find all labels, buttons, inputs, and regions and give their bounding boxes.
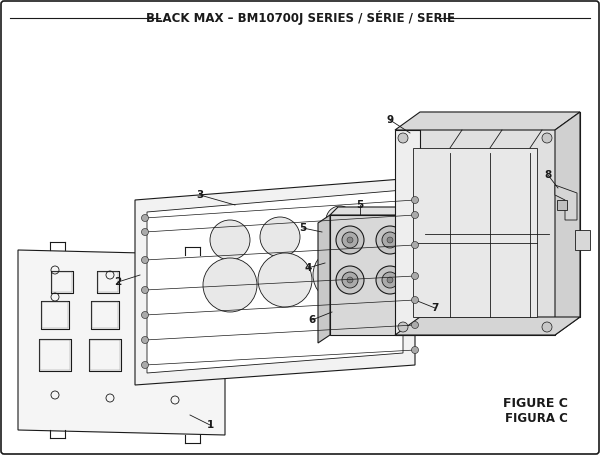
Ellipse shape (149, 336, 191, 374)
Text: 5: 5 (356, 200, 364, 210)
Text: 1: 1 (206, 420, 214, 430)
Circle shape (412, 273, 419, 279)
Bar (575, 230, 590, 250)
Bar (97, 271, 119, 293)
Circle shape (336, 226, 364, 254)
Bar (42, 302, 68, 328)
Bar (330, 215, 415, 335)
Polygon shape (147, 190, 403, 373)
Polygon shape (555, 112, 580, 335)
Circle shape (342, 272, 358, 288)
Bar (98, 272, 118, 292)
Circle shape (412, 197, 419, 203)
Circle shape (336, 266, 364, 294)
Circle shape (142, 337, 149, 344)
Circle shape (376, 226, 404, 254)
Bar (91, 301, 119, 329)
Circle shape (142, 214, 149, 222)
Polygon shape (395, 112, 580, 130)
Circle shape (412, 212, 419, 218)
Polygon shape (18, 250, 225, 435)
Bar (92, 302, 118, 328)
Circle shape (412, 297, 419, 303)
Text: 2: 2 (115, 277, 122, 287)
Circle shape (387, 277, 393, 283)
Circle shape (382, 272, 398, 288)
Circle shape (412, 322, 419, 329)
Circle shape (210, 220, 250, 260)
Circle shape (142, 228, 149, 236)
Text: 4: 4 (304, 263, 311, 273)
Polygon shape (395, 317, 580, 335)
Bar (40, 340, 70, 370)
Circle shape (142, 287, 149, 293)
Text: FIGURE C: FIGURE C (503, 397, 568, 410)
Circle shape (542, 322, 552, 332)
Circle shape (412, 347, 419, 354)
Circle shape (260, 217, 300, 257)
Bar (90, 340, 120, 370)
Circle shape (142, 312, 149, 318)
Bar (39, 339, 71, 371)
Circle shape (203, 258, 257, 312)
Polygon shape (420, 112, 580, 317)
Circle shape (258, 253, 312, 307)
Bar (51, 271, 73, 293)
Bar (413, 148, 537, 317)
Circle shape (411, 281, 419, 289)
Circle shape (387, 237, 393, 243)
Circle shape (398, 322, 408, 332)
Ellipse shape (433, 289, 458, 321)
Text: BLACK MAX – BM10700J SERIES / SÉRIE / SERIE: BLACK MAX – BM10700J SERIES / SÉRIE / SE… (146, 11, 455, 25)
Polygon shape (555, 185, 577, 220)
Bar (52, 272, 72, 292)
Polygon shape (135, 178, 415, 385)
Polygon shape (318, 215, 330, 343)
Circle shape (376, 266, 404, 294)
Circle shape (347, 237, 353, 243)
Text: FIGURA C: FIGURA C (505, 412, 568, 425)
Bar (557, 200, 567, 210)
Circle shape (142, 257, 149, 263)
Polygon shape (395, 130, 555, 335)
Circle shape (347, 277, 353, 283)
Circle shape (313, 248, 367, 302)
Text: 9: 9 (386, 115, 394, 125)
Bar (89, 339, 121, 371)
Bar (41, 301, 69, 329)
Text: 3: 3 (196, 190, 203, 200)
Circle shape (142, 362, 149, 369)
Circle shape (342, 232, 358, 248)
Circle shape (411, 221, 419, 229)
Circle shape (398, 133, 408, 143)
Polygon shape (330, 207, 423, 215)
Circle shape (542, 133, 552, 143)
Text: 8: 8 (544, 170, 551, 180)
Circle shape (411, 251, 419, 259)
Circle shape (412, 242, 419, 248)
Circle shape (382, 232, 398, 248)
Text: 5: 5 (299, 223, 307, 233)
Circle shape (326, 206, 354, 234)
Text: 7: 7 (431, 303, 439, 313)
Circle shape (411, 311, 419, 319)
Ellipse shape (422, 278, 467, 333)
Text: 6: 6 (308, 315, 316, 325)
